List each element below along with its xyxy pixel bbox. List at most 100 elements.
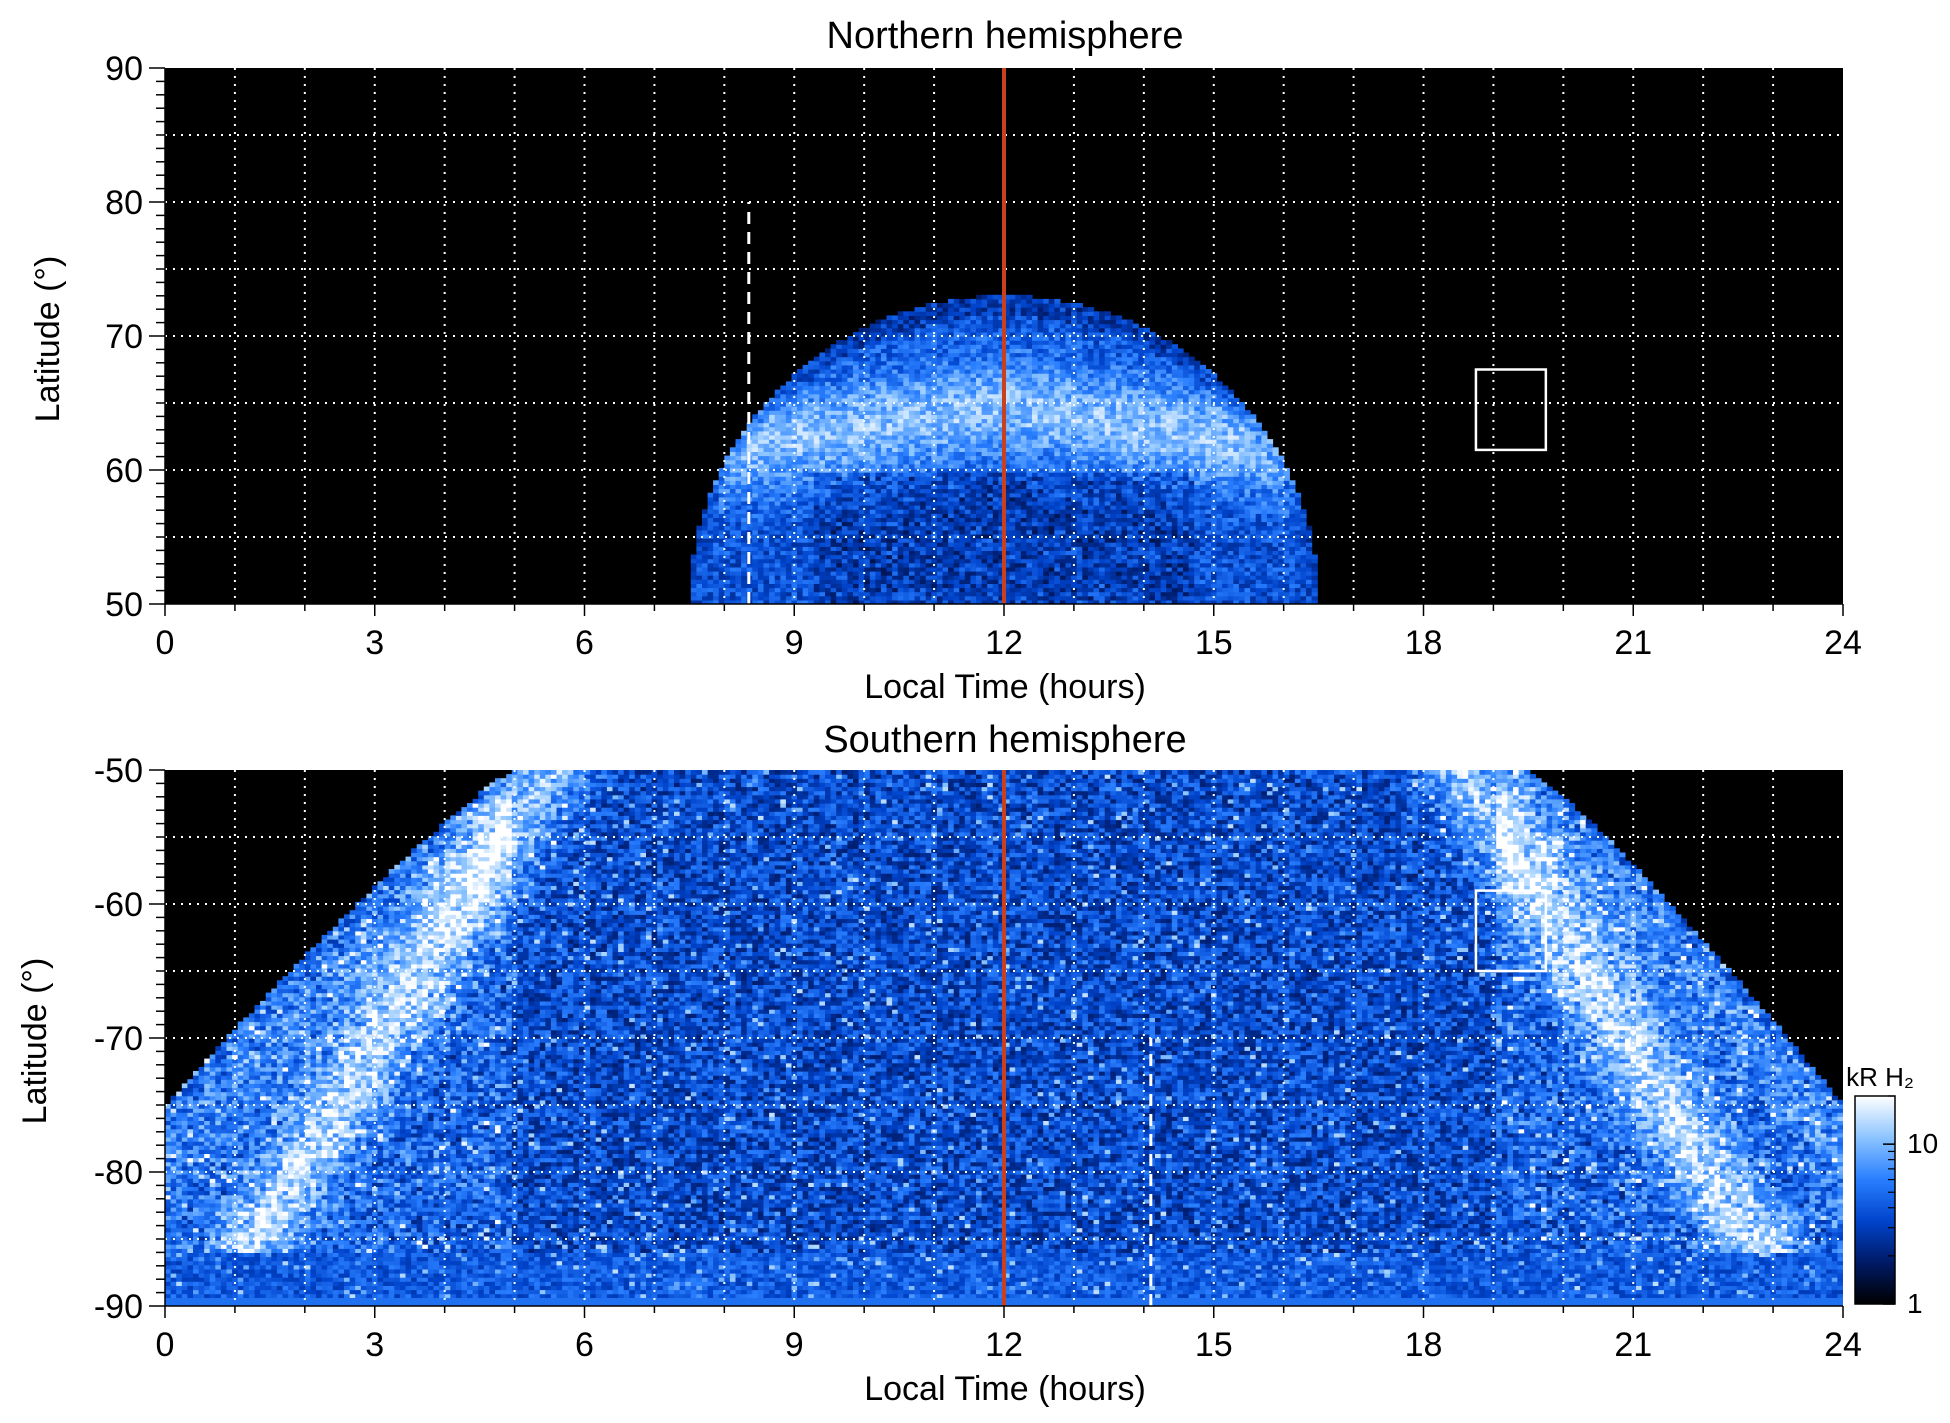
northern-emission-cell <box>1032 542 1039 547</box>
northern-emission-cell <box>1132 455 1139 461</box>
northern-emission-cell <box>998 496 1005 502</box>
northern-emission-cell <box>757 542 765 547</box>
northern-emission-cell <box>1216 562 1223 568</box>
northern-emission-cell <box>830 550 837 556</box>
northern-emission-cell <box>1115 579 1123 584</box>
northern-emission-cell <box>830 484 837 490</box>
northern-emission-cell <box>1233 484 1240 490</box>
northern-emission-cell <box>808 542 815 547</box>
northern-emission-cell <box>1004 558 1011 564</box>
northern-emission-cell <box>1099 554 1106 560</box>
northern-emission-cell <box>1048 467 1055 473</box>
northern-emission-cell <box>869 476 876 481</box>
northern-emission-cell <box>763 571 770 576</box>
northern-emission-cell <box>920 451 927 457</box>
northern-emission-cell <box>1037 546 1044 551</box>
northern-emission-cell <box>1082 575 1089 580</box>
northern-emission-cell <box>880 455 888 461</box>
northern-emission-cell <box>1071 467 1078 473</box>
northern-emission-cell <box>1227 571 1234 576</box>
northern-emission-cell <box>942 533 949 539</box>
northern-emission-cell <box>1009 521 1016 527</box>
northern-emission-cell <box>981 546 988 551</box>
northern-emission-cell <box>1121 500 1128 506</box>
northern-emission-cell <box>702 566 709 572</box>
northern-emission-cell <box>1093 447 1100 452</box>
northern-emission-cell <box>864 414 871 419</box>
northern-emission-cell <box>847 571 854 576</box>
northern-emission-cell <box>1177 455 1184 461</box>
northern-emission-cell <box>1216 467 1223 473</box>
northern-emission-cell <box>886 538 893 543</box>
northern-emission-cell <box>886 583 893 589</box>
northern-emission-cell <box>825 418 832 424</box>
northern-emission-cell <box>1300 558 1307 564</box>
northern-emission-cell <box>735 509 742 514</box>
northern-emission-cell <box>841 529 848 535</box>
northern-emission-cell <box>1183 447 1190 452</box>
northern-emission-cell <box>1266 509 1274 514</box>
northern-emission-cell <box>981 484 988 490</box>
northern-emission-cell <box>1054 550 1061 556</box>
northern-emission-cell <box>1250 546 1257 551</box>
northern-emission-cell <box>976 513 983 518</box>
northern-emission-cell <box>1132 533 1139 539</box>
northern-emission-cell <box>875 575 882 580</box>
northern-emission-cell <box>757 463 765 469</box>
northern-emission-cell <box>1211 505 1218 510</box>
northern-emission-cell <box>735 463 742 469</box>
northern-emission-cell <box>897 579 904 584</box>
northern-emission-cell <box>981 566 988 572</box>
northern-emission-cell <box>1087 538 1095 543</box>
northern-emission-cell <box>1149 496 1156 502</box>
northern-emission-cell <box>976 533 983 539</box>
northern-emission-cell <box>757 435 765 440</box>
northern-emission-cell <box>942 575 949 580</box>
northern-emission-cell <box>1227 579 1234 584</box>
northern-emission-cell <box>976 550 983 556</box>
northern-emission-cell <box>1032 472 1039 477</box>
northern-emission-cell <box>987 550 994 556</box>
northern-emission-cell <box>1059 554 1067 560</box>
northern-emission-cell <box>1166 418 1173 424</box>
northern-emission-cell <box>1233 443 1240 448</box>
northern-emission-cell <box>880 426 888 432</box>
northern-emission-cell <box>808 533 815 539</box>
northern-emission-cell <box>942 459 949 465</box>
northern-emission-cell <box>858 455 865 461</box>
northern-emission-cell <box>808 554 815 560</box>
northern-emission-cell <box>1076 414 1083 419</box>
northern-emission-cell <box>830 558 837 564</box>
northern-emission-cell <box>1171 463 1178 469</box>
northern-emission-cell <box>948 430 955 436</box>
northern-emission-cell <box>1127 599 1134 604</box>
northern-emission-cell <box>1020 583 1027 589</box>
northern-emission-cell <box>1048 426 1055 432</box>
northern-emission-cell <box>1278 554 1285 560</box>
northern-emission-cell <box>1082 513 1089 518</box>
northern-emission-cell <box>981 558 988 564</box>
northern-emission-cell <box>964 459 971 465</box>
northern-emission-cell <box>741 430 748 436</box>
northern-emission-cell <box>1261 529 1268 535</box>
northern-emission-cell <box>1171 451 1178 457</box>
northern-emission-cell <box>1082 509 1089 514</box>
northern-emission-cell <box>942 455 949 461</box>
northern-emission-cell <box>853 439 860 444</box>
northern-emission-cell <box>1227 463 1234 469</box>
northern-emission-cell <box>970 599 977 604</box>
northern-emission-cell <box>769 533 776 539</box>
northern-emission-cell <box>802 476 809 481</box>
northern-emission-cell <box>718 533 725 539</box>
northern-emission-cell <box>1227 513 1234 518</box>
northern-emission-cell <box>1009 418 1016 424</box>
northern-emission-cell <box>1121 467 1128 473</box>
northern-emission-cell <box>1115 509 1123 514</box>
northern-emission-cell <box>970 463 977 469</box>
northern-emission-cell <box>780 430 787 436</box>
northern-emission-cell <box>1127 513 1134 518</box>
northern-emission-cell <box>696 533 703 539</box>
northern-emission-cell <box>1266 599 1274 604</box>
northern-emission-cell <box>1093 492 1100 498</box>
northern-emission-cell <box>1093 505 1100 510</box>
